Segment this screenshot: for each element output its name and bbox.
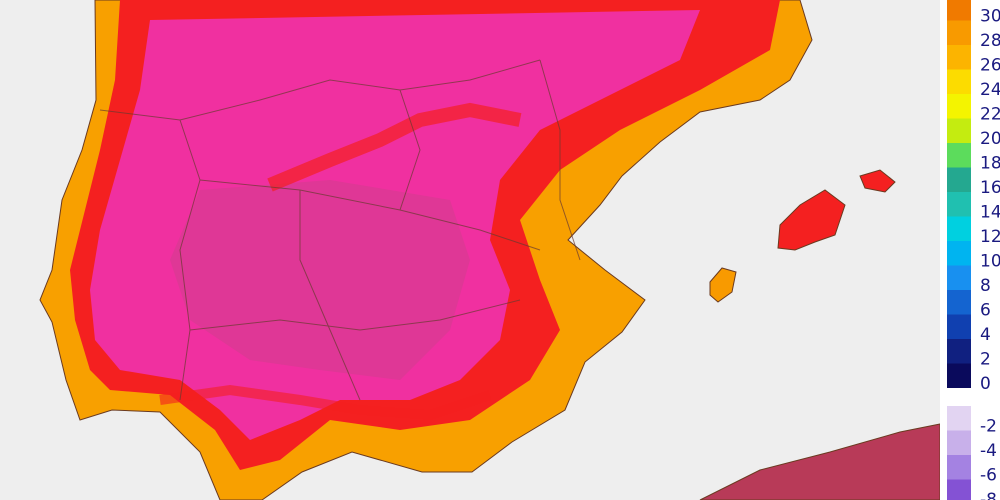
- legend-swatch: [947, 94, 971, 119]
- legend-swatch: [947, 167, 971, 192]
- mallorca: [777, 189, 846, 251]
- mountain-band-south: [159, 384, 492, 421]
- legend-swatch: [947, 216, 971, 241]
- legend-label: 30: [980, 7, 1000, 27]
- legend-label: 2: [980, 350, 991, 370]
- legend-swatch: [947, 363, 971, 388]
- legend-swatch: [947, 479, 971, 500]
- legend-label: -6: [980, 466, 997, 486]
- legend-swatch: [947, 0, 971, 21]
- legend-label: -2: [980, 417, 997, 437]
- legend-label: 6: [980, 301, 991, 321]
- legend-swatch: [947, 20, 971, 45]
- legend-swatch: [947, 290, 971, 315]
- legend-swatch: [947, 192, 971, 217]
- legend-swatch: [947, 45, 971, 70]
- legend-swatch: [947, 265, 971, 290]
- legend-label: 4: [980, 325, 991, 345]
- legend-label: 20: [980, 129, 1000, 149]
- legend-label: 14: [980, 203, 1000, 223]
- region-borders: [99, 59, 581, 401]
- legend-swatch: [947, 118, 971, 143]
- legend-label: -8: [980, 490, 997, 500]
- iberia: [39, 0, 941, 500]
- legend-swatch: [947, 69, 971, 94]
- legend-swatch: [947, 143, 971, 168]
- menorca: [859, 169, 896, 193]
- legend-swatch: [947, 406, 971, 431]
- ibiza: [709, 267, 737, 303]
- legend-swatch: [947, 455, 971, 480]
- legend-label: -4: [980, 441, 997, 461]
- legend-label: 24: [980, 80, 1000, 100]
- legend-label: 10: [980, 252, 1000, 272]
- north-africa: [699, 423, 941, 500]
- legend-label: 18: [980, 154, 1000, 174]
- legend-label: 8: [980, 276, 991, 296]
- legend-swatch: [947, 339, 971, 364]
- legend-label: 26: [980, 56, 1000, 76]
- legend-label: 28: [980, 31, 1000, 51]
- legend-label: 16: [980, 178, 1000, 198]
- legend-swatch: [947, 314, 971, 339]
- mountain-band: [267, 102, 522, 192]
- hottest-zone: [170, 180, 470, 380]
- legend-label: 22: [980, 105, 1000, 125]
- legend-label: 0: [980, 374, 991, 394]
- legend-swatch: [947, 241, 971, 266]
- legend-label: 12: [980, 227, 1000, 247]
- legend-swatch: [947, 430, 971, 455]
